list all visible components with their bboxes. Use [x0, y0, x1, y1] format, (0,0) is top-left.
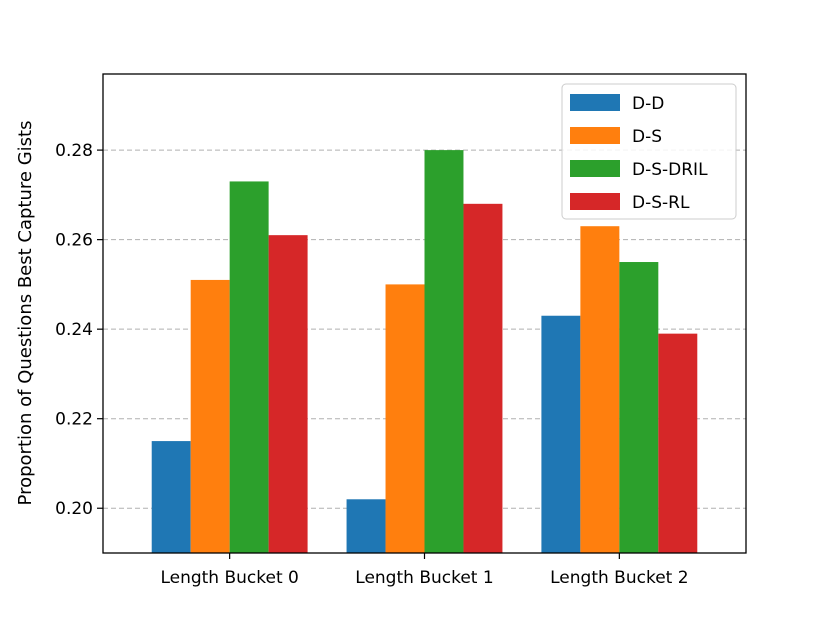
bar-d-s-2	[580, 226, 620, 553]
legend-swatch-d-s-rl	[570, 193, 620, 210]
y-tick-label: 0.26	[55, 231, 93, 251]
y-tick-label: 0.22	[55, 410, 93, 430]
bar-d-s-1	[385, 284, 425, 553]
bar-d-s-rl-0	[268, 235, 308, 553]
y-tick-label: 0.28	[55, 141, 93, 161]
legend-label: D-S	[632, 127, 662, 147]
bar-d-d-1	[346, 499, 386, 553]
bar-d-s-rl-1	[463, 203, 503, 553]
y-tick-label: 0.20	[55, 499, 93, 519]
x-tick-label: Length Bucket 2	[550, 568, 688, 588]
legend-label: D-S-DRIL	[632, 160, 708, 180]
y-axis-label: Proportion of Questions Best Capture Gis…	[15, 121, 36, 506]
legend-swatch-d-s	[570, 127, 620, 144]
legend-swatch-d-s-dril	[570, 160, 620, 177]
legend-label: D-S-RL	[632, 193, 690, 213]
y-axis-ticks: 0.20 0.22 0.24 0.26 0.28	[55, 141, 103, 519]
bar-d-s-dril-0	[229, 181, 269, 553]
legend-swatch-d-d	[570, 94, 620, 111]
legend-box	[561, 83, 737, 220]
bar-d-s-0	[190, 279, 230, 553]
bar-d-d-2	[541, 315, 581, 553]
y-tick-label: 0.24	[55, 320, 93, 340]
x-tick-label: Length Bucket 1	[355, 568, 493, 588]
bar-d-s-dril-2	[619, 262, 659, 553]
bar-d-s-dril-1	[424, 150, 464, 554]
legend-label: D-D	[632, 94, 664, 114]
x-tick-label: Length Bucket 0	[160, 568, 298, 588]
bar-d-s-rl-2	[658, 333, 698, 553]
legend: D-D D-S D-S-DRIL D-S-RL	[561, 83, 737, 220]
bars	[151, 150, 698, 554]
bar-d-d-0	[151, 441, 191, 553]
x-axis-ticks: Length Bucket 0 Length Bucket 1 Length Buc…	[160, 553, 689, 588]
